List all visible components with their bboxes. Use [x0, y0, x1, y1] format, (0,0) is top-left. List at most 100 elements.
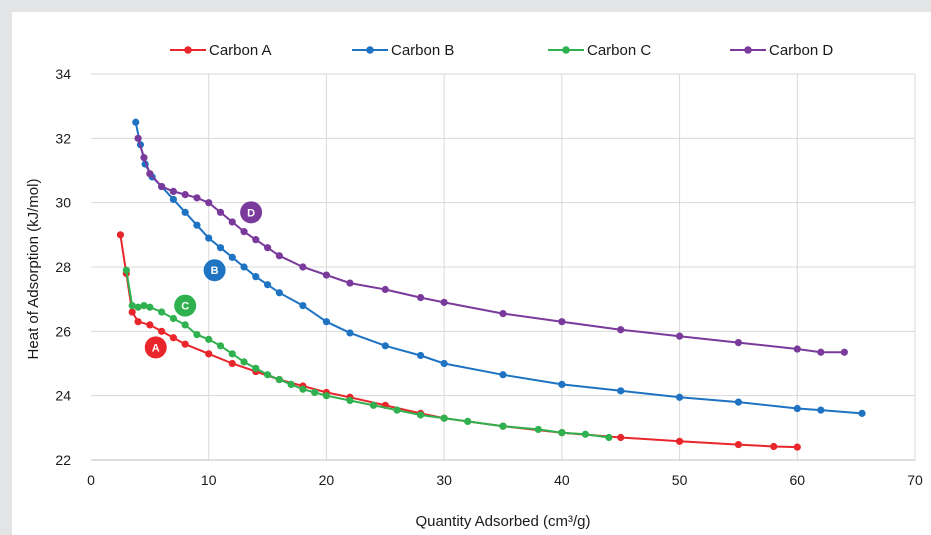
data-point: [252, 273, 260, 281]
data-point: [122, 266, 130, 274]
data-point: [675, 437, 684, 445]
data-point: [369, 401, 378, 409]
data-point: [158, 182, 166, 191]
data-point: [169, 314, 177, 323]
data-point: [322, 318, 331, 326]
x-tick-label: 70: [907, 472, 923, 488]
x-tick-label: 40: [554, 472, 570, 488]
x-tick-label: 20: [319, 472, 335, 488]
y-axis-title: Heat of Adsorption (kJ/mol): [25, 179, 42, 360]
chart-svg: 0 10 20 30 40 50 60 70 22 24 26 28 30 32 34 A B C D Carbo…: [25, 42, 923, 530]
series-badge-b: B: [203, 259, 226, 282]
legend-marker: [562, 46, 570, 54]
grid: [91, 73, 916, 460]
legend-marker: [744, 46, 752, 54]
x-axis-title: Quantity Adsorbed (cm³/g): [415, 513, 590, 530]
x-tick-label: 50: [672, 472, 688, 488]
data-point: [275, 289, 283, 297]
y-tick-label: 34: [55, 66, 71, 82]
y-tick-label: 32: [55, 130, 71, 146]
x-tick-label: 60: [789, 472, 805, 488]
series-carbon-c: [122, 266, 613, 442]
data-point: [205, 350, 213, 358]
data-point: [205, 234, 213, 242]
data-point: [734, 440, 743, 449]
data-point: [534, 425, 542, 434]
data-point: [440, 359, 448, 368]
data-point: [193, 221, 201, 229]
data-point: [228, 350, 236, 358]
data-point: [417, 351, 425, 360]
y-tick-label: 22: [55, 452, 71, 468]
badge-label: D: [247, 207, 255, 219]
data-point: [275, 252, 283, 260]
data-point: [169, 195, 177, 204]
data-point: [346, 329, 354, 337]
x-tick-label: 30: [436, 472, 452, 488]
series-carbon-d: [134, 134, 848, 356]
data-point: [169, 187, 177, 196]
data-point: [128, 308, 136, 316]
data-point: [228, 359, 236, 368]
data-point: [181, 191, 189, 199]
series-line: [137, 138, 845, 354]
legend: Carbon A Carbon B Carbon C Carbon D: [170, 42, 833, 59]
data-point: [287, 380, 295, 389]
data-point: [464, 417, 472, 425]
series-badges: A B C D: [144, 201, 263, 359]
data-point: [558, 429, 566, 437]
data-point: [558, 318, 566, 326]
data-point: [263, 281, 272, 289]
legend-entry: Carbon A: [170, 42, 272, 59]
data-point: [216, 208, 225, 216]
badge-circle: [144, 336, 167, 359]
series-carbon-b: [132, 118, 866, 417]
data-point: [181, 321, 189, 329]
data-point: [770, 442, 778, 451]
data-point: [240, 228, 248, 236]
data-point: [381, 285, 389, 294]
data-point: [216, 342, 225, 350]
data-point: [734, 338, 743, 347]
data-point: [134, 134, 142, 142]
data-point: [205, 335, 213, 343]
series: [116, 118, 866, 451]
data-point: [617, 387, 625, 395]
y-tick-label: 30: [55, 195, 71, 211]
data-point: [311, 388, 319, 397]
data-point: [617, 433, 625, 442]
data-point: [417, 411, 425, 419]
legend-label: Carbon B: [391, 42, 454, 59]
data-point: [240, 263, 248, 271]
data-point: [581, 430, 590, 438]
series-badge-a: A: [144, 336, 167, 359]
x-tick-label: 0: [87, 472, 95, 488]
y-tick-label: 24: [55, 388, 71, 404]
data-point: [146, 321, 154, 329]
y-tick-label: 26: [55, 323, 71, 339]
data-point: [240, 358, 248, 366]
data-point: [817, 348, 825, 356]
data-point: [263, 371, 272, 379]
series-badge-c: C: [174, 294, 197, 317]
data-point: [393, 406, 401, 414]
data-point: [322, 271, 331, 279]
data-point: [675, 393, 684, 401]
data-point: [793, 443, 801, 451]
badge-circle: [240, 201, 263, 224]
data-point: [216, 244, 225, 252]
data-point: [858, 409, 866, 417]
chart-card: 0 10 20 30 40 50 60 70 22 24 26 28 30 32 34 A B C D Carbo…: [12, 12, 931, 535]
data-point: [140, 154, 148, 162]
data-point: [128, 302, 136, 310]
legend-marker: [366, 46, 374, 54]
data-point: [252, 236, 260, 244]
data-point: [299, 263, 307, 271]
x-tick-label: 10: [201, 472, 217, 488]
data-point: [158, 308, 166, 316]
data-point: [675, 332, 684, 340]
data-point: [617, 326, 625, 334]
data-point: [417, 293, 425, 302]
data-point: [499, 310, 507, 318]
data-point: [158, 327, 166, 335]
